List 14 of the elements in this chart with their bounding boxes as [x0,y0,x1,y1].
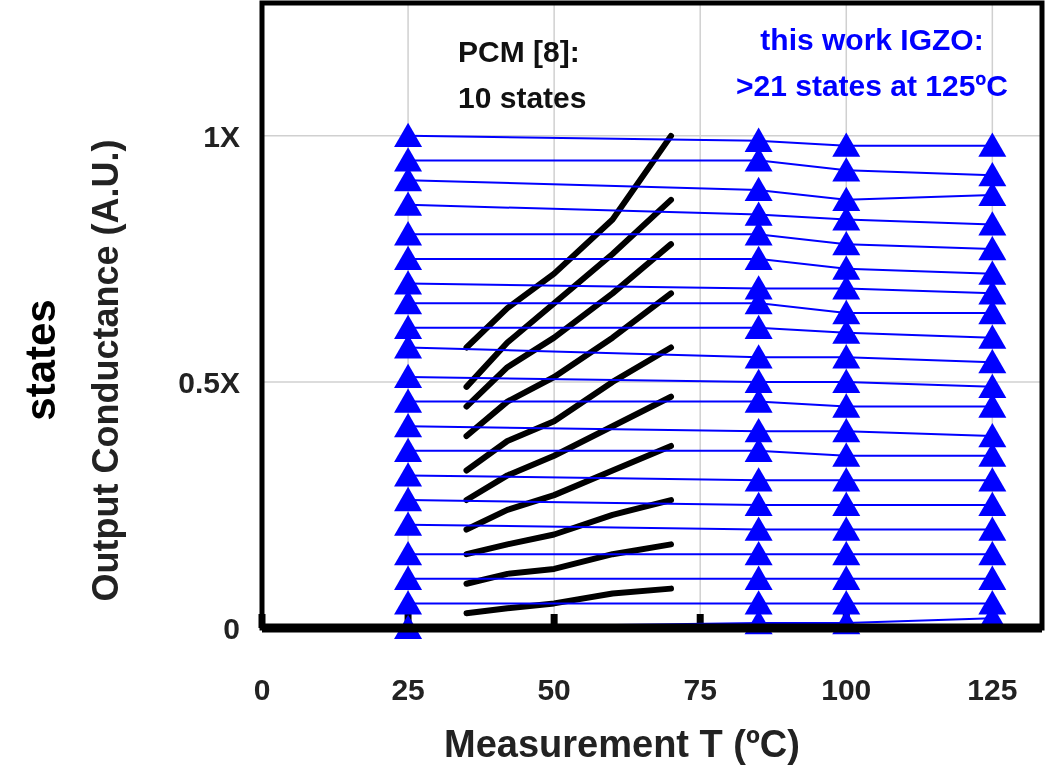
y-tick-label: 1X [203,119,240,153]
annotation: this work IGZO: >21 states at 125ºC [736,23,1008,102]
x-tick-label: 0 [253,673,271,706]
x-tick-label: 25 [391,673,425,706]
x-tick-label: 100 [821,673,872,706]
y-tick-label: 0.5X [178,365,240,399]
annotation: PCM [8]: 10 states [458,35,587,114]
y-axis-title: Output Conductance (A.U.) [85,139,126,602]
text: states [17,299,64,421]
x-tick-label: 50 [537,673,571,706]
x-tick-label: 75 [683,673,717,706]
x-axis-title: Measurement T (ºC) [444,723,800,765]
x-tick-label: 125 [967,673,1018,706]
y-tick-label: 0 [223,612,240,645]
